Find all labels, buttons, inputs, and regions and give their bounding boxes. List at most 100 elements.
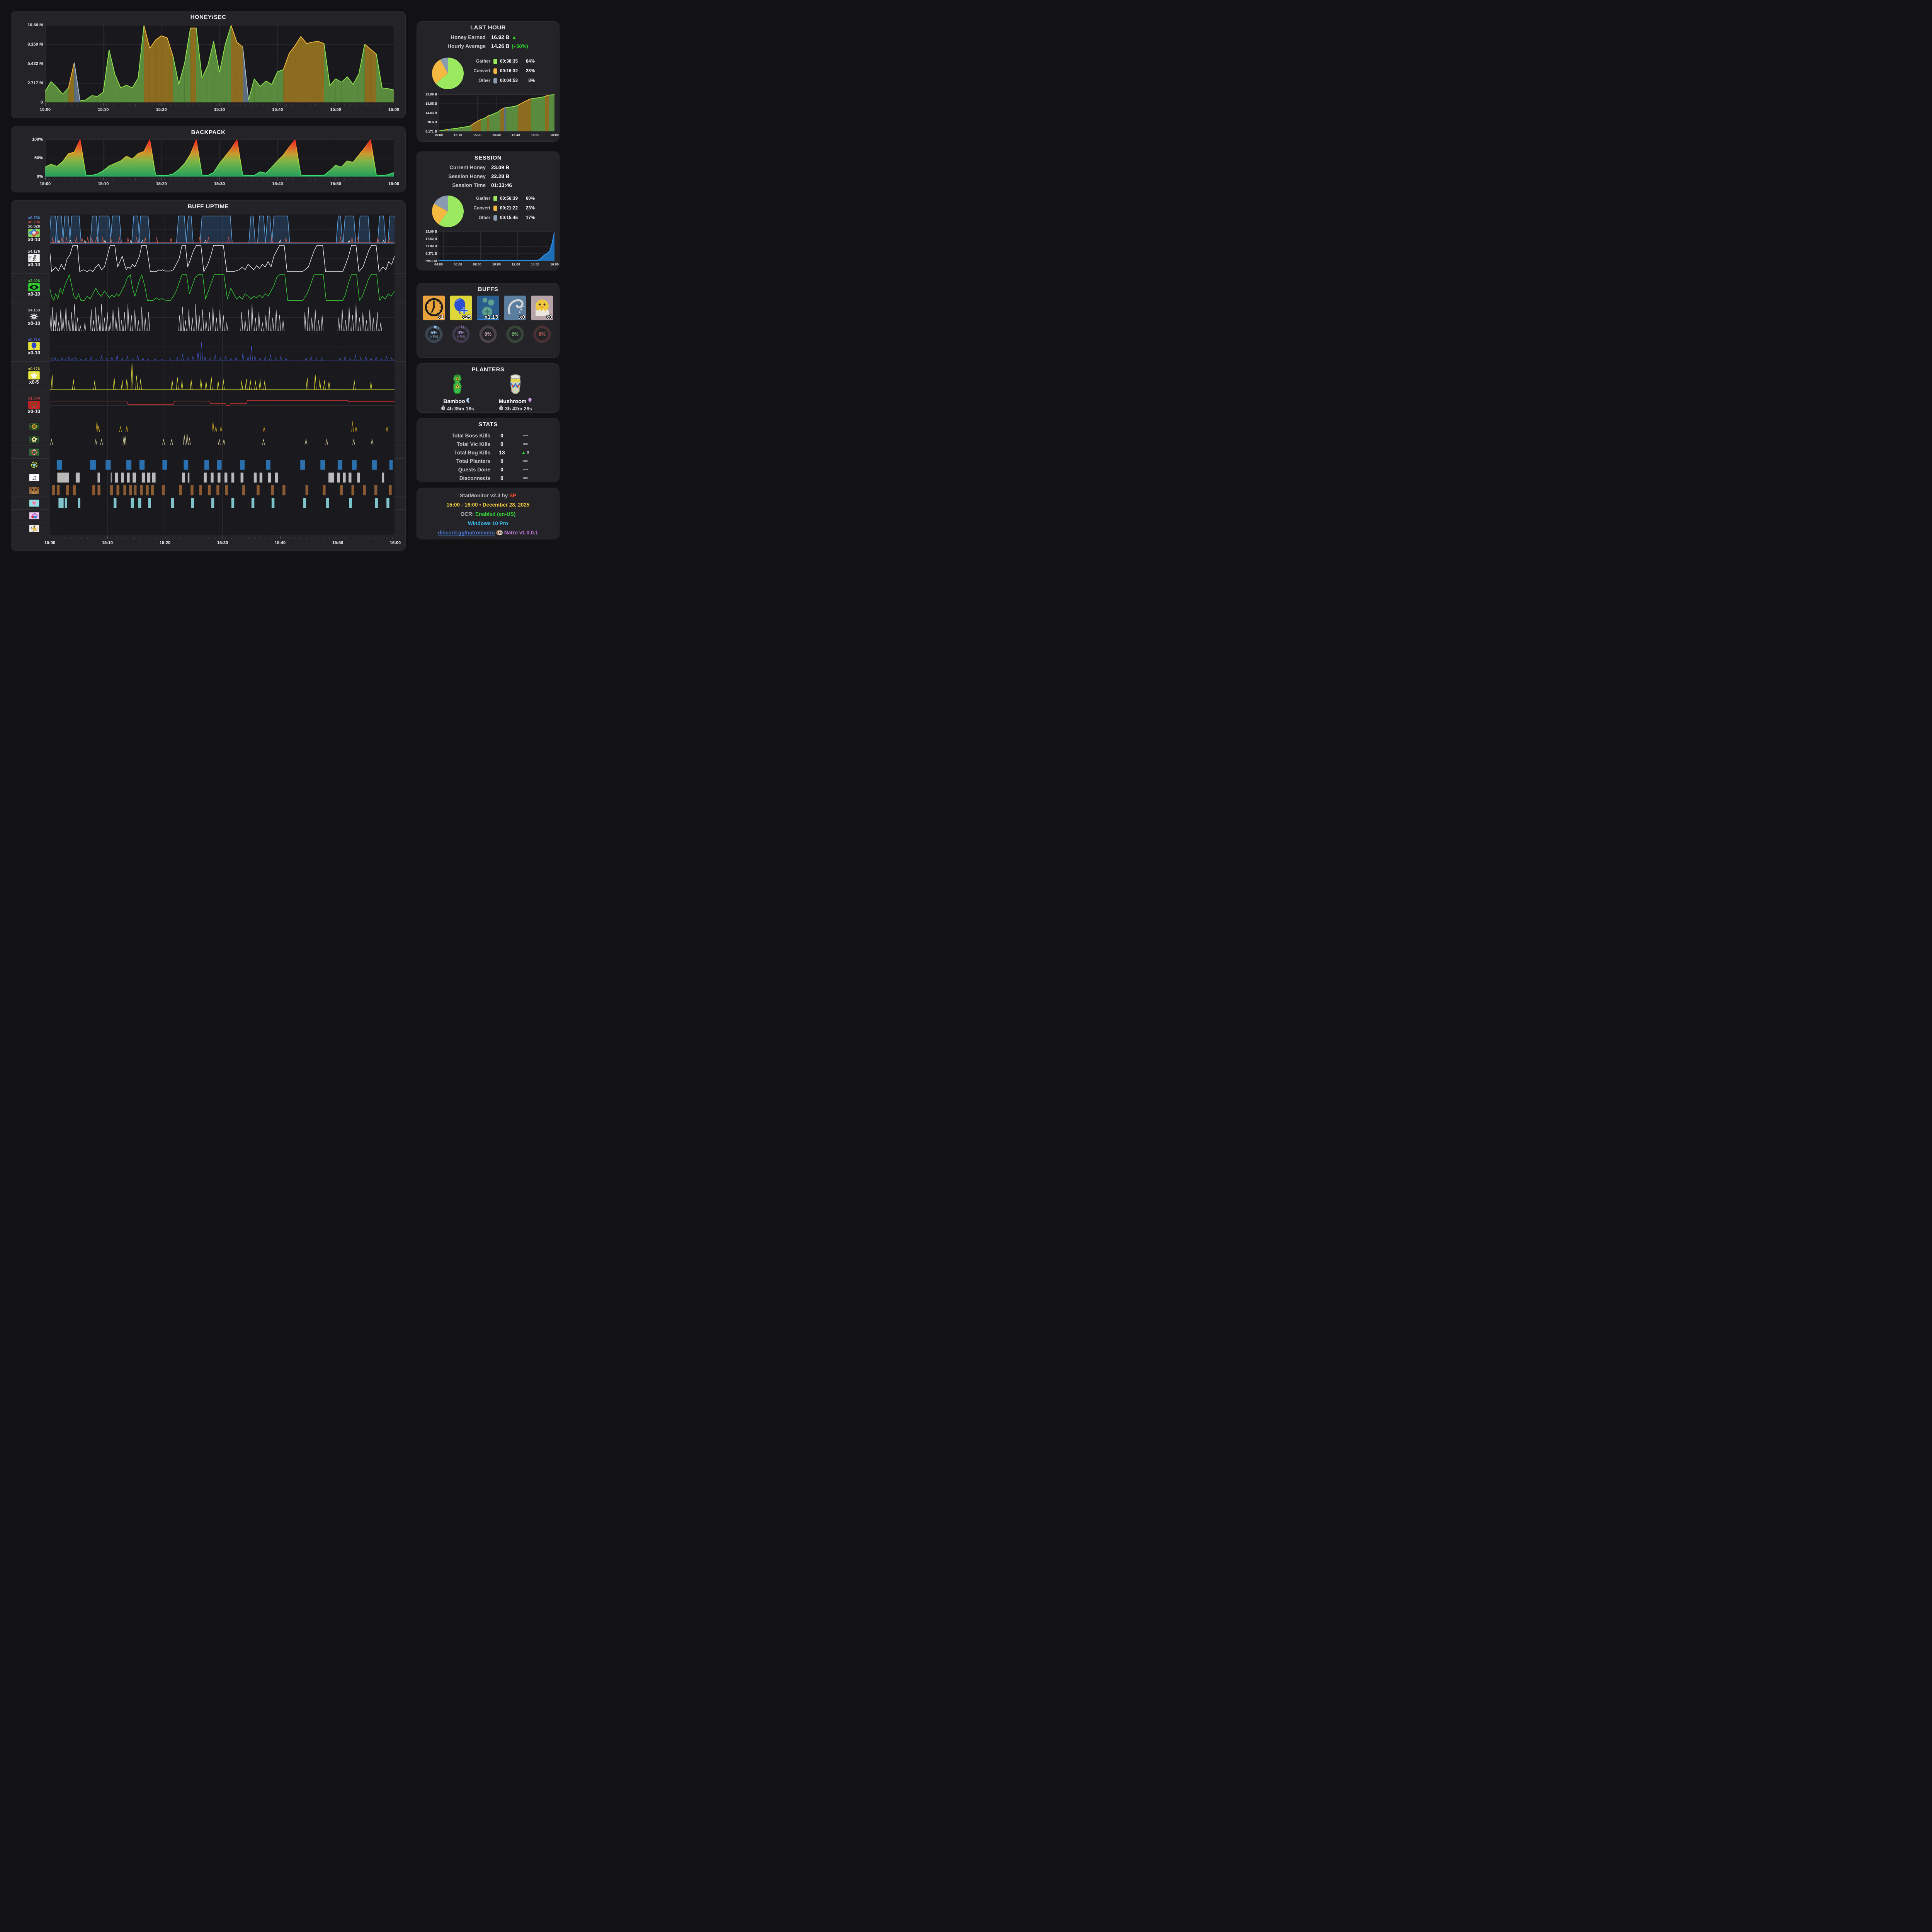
stats-row: Quests Done 0	[417, 466, 559, 473]
discord-link[interactable]: discord.gg/natromacro	[438, 530, 495, 536]
y-tick-label: 14.63 B	[425, 111, 437, 115]
stat-value: 22.28 B	[491, 173, 510, 179]
no-change-dash	[522, 477, 528, 479]
buff-range-label: x0-10	[28, 350, 40, 355]
footer-text: StatMonitor v2.3 by	[459, 493, 510, 498]
x-tick-label: 16:00	[389, 541, 401, 545]
y-tick-label: 17.52 B	[425, 237, 437, 241]
no-change-dash	[522, 469, 528, 470]
legend-time: 00:16:32	[500, 69, 518, 73]
stats-row-value: 0	[500, 458, 503, 464]
svg-text:♥: ♥	[36, 514, 38, 517]
bear-icon	[29, 486, 39, 494]
session-pie-chart	[432, 195, 464, 228]
buff-row-legend: x0.176 x0-5	[20, 361, 48, 391]
buff-row	[11, 433, 405, 446]
buff-row	[11, 420, 405, 433]
footer-line-2: 15:00 - 16:00 • December 28, 2025	[417, 502, 559, 508]
x-tick-label: 15:10	[98, 107, 109, 112]
y-tick-label: 6.171 B	[425, 129, 437, 133]
x-tick-label: 08:00	[473, 262, 481, 266]
y-tick-label: 8.150 M	[27, 42, 43, 47]
stats-row: Total Bug Kills 13 ▲ 9	[417, 449, 559, 456]
stats-row-delta	[514, 460, 537, 462]
gauge-ring	[503, 325, 527, 344]
footer-line-3: OCR: Enabled (en-US)	[417, 511, 559, 517]
legend-label: Gather	[476, 59, 490, 64]
buff-card-chick-icon: x0	[531, 296, 553, 320]
legend-color-chip	[493, 215, 497, 221]
buff-row-canvas	[50, 332, 395, 361]
compass-star-icon: N	[29, 525, 39, 532]
x-tick-label: 14:00	[531, 262, 539, 266]
buff-row-plot	[50, 361, 395, 391]
stat-row: Current Honey 23.09 B	[417, 163, 559, 171]
footer-text: Enabled (en-US)	[475, 511, 516, 517]
planter-timer: 3h 42m 26s	[490, 405, 541, 412]
footer-text: 15:00 - 16:00	[446, 502, 480, 508]
gauge-ring	[530, 325, 554, 344]
buff-row-legend: ♫	[20, 471, 48, 484]
footer-line-4: Windows 10 Pro	[417, 520, 559, 526]
buff-row-plot	[50, 433, 395, 446]
buff-card-multiplier: x1	[438, 314, 444, 320]
buff-row-plot	[50, 420, 395, 433]
buff-row-plot	[50, 509, 395, 522]
y-tick-label: 23.09 B	[425, 230, 437, 233]
buff-row-plot	[50, 214, 395, 244]
x-tick-label: 15:30	[217, 541, 228, 545]
planter-bamboo: Bamboo 4h 35m 18s	[432, 374, 483, 412]
x-tick-label: 15:30	[214, 107, 225, 112]
last-hour-chart-plot	[439, 94, 554, 131]
legend-color-chip	[493, 59, 497, 64]
gauge-ring	[476, 325, 500, 344]
music-note-icon: ♫	[29, 474, 39, 481]
buff-row: x1.334 x0-10	[11, 391, 405, 420]
pie-legend-row: Convert 00:16:32 28%	[468, 68, 555, 75]
backpack-tick-strip	[45, 177, 394, 180]
gauge-inv: 0%INV	[530, 325, 554, 369]
stat-delta: (+50%)	[512, 43, 528, 49]
buff-row-legend: x3.926 x0-10	[20, 273, 48, 303]
stats-row-delta	[514, 443, 537, 445]
svg-text:N: N	[33, 526, 35, 528]
buff-card-wave-icon: x0	[504, 296, 526, 320]
y-tick-label: 10.86 M	[27, 23, 43, 27]
footer-text: OCR:	[460, 511, 475, 517]
session-title: SESSION	[474, 155, 502, 161]
x-tick-label: 15:10	[102, 541, 113, 545]
footer-line-1: StatMonitor v2.3 by SP	[417, 493, 559, 498]
balloon-plus-icon	[450, 296, 472, 320]
x-tick-label: 15:00	[39, 182, 51, 186]
buff-row	[11, 458, 405, 471]
buff-row-canvas	[50, 446, 395, 458]
buff-card-multiplier: x0	[519, 314, 525, 320]
star-badge-icon	[29, 461, 39, 468]
gauge-com: 5%(+7%)COM	[422, 325, 446, 369]
buff-x-axis: 15:00 15:10 15:20 15:30 15:40 15:50 16:00	[44, 541, 401, 546]
stat-delta: ▲	[512, 34, 517, 40]
heart-icon: ♥	[29, 499, 39, 507]
x-tick-label: 15:10	[454, 133, 462, 137]
legend-pct: 23%	[526, 206, 535, 211]
planter-timer: 4h 35m 18s	[432, 405, 483, 412]
buff-multiplier-label: x0.026	[28, 224, 40, 229]
buff-row: x3.926 x0-10	[11, 273, 405, 303]
backpack-plot	[45, 139, 394, 177]
y-tick-label: 23.09 B	[425, 92, 437, 96]
legend-color-chip	[493, 78, 497, 83]
buff-multiplier-label: x4.176	[28, 250, 40, 254]
stats-row-delta: ▲ 9	[514, 450, 537, 455]
pie-legend-row: Other 00:04:53 8%	[468, 77, 555, 84]
no-change-dash	[522, 443, 528, 445]
buff-row-plot	[50, 497, 395, 509]
hex-mark-icon	[29, 423, 39, 430]
y-tick-label: 18.85 B	[425, 102, 437, 105]
buff-row-plot	[50, 522, 395, 535]
honey-tick-strip	[45, 103, 394, 106]
runner-buff-icon	[28, 254, 40, 262]
session-chart-x-axis: 04:00 06:00 08:00 10:00 12:00 14:00 16:00	[434, 262, 559, 268]
increase-arrow-icon: ▲	[521, 450, 526, 455]
gauge-sat: 0%SAT	[476, 325, 500, 369]
buff-card-bubbles-icon: x1.13	[477, 296, 499, 320]
